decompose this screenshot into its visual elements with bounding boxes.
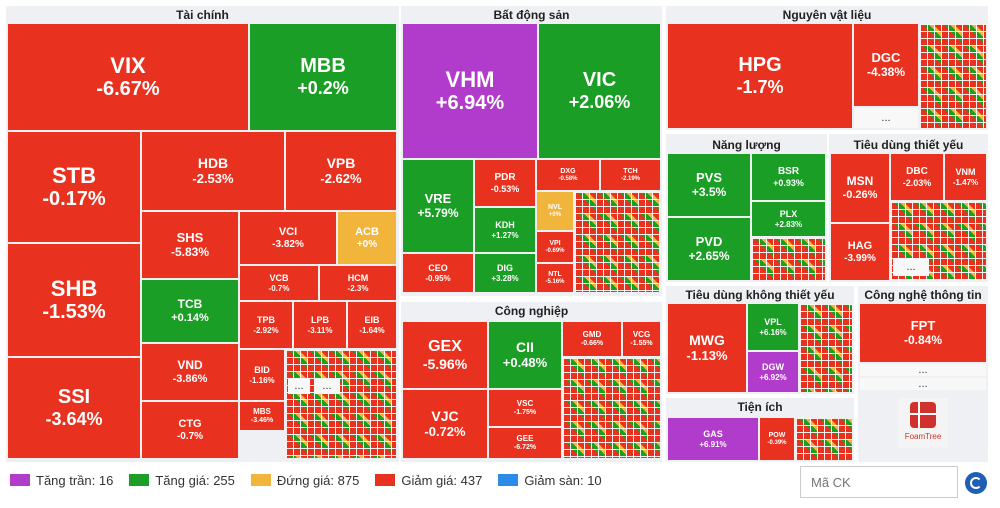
swatch-icon [10,474,30,486]
stock-tile-vnd[interactable]: VND -3.86% [142,344,238,400]
stock-tile-vix[interactable]: VIX -6.67% [8,24,248,130]
stock-tile-mbs[interactable]: MBS -3.46% [240,402,284,430]
sector-title: Tiêu dùng không thiết yếu [685,288,835,302]
foamtree-logo: FoamTree [898,398,948,448]
stock-tile-bsr[interactable]: BSR +0.93% [752,154,825,200]
stock-tile-vhm[interactable]: VHM +6.94% [403,24,537,158]
more-tiles[interactable]: ... [893,258,929,276]
legend-item-tang-tran[interactable]: Tăng trần: 16 [10,473,113,488]
stock-tile-ntl[interactable]: NTL -5.16% [537,264,573,292]
stock-tile-pvd[interactable]: PVD +2.65% [668,218,750,280]
stock-tile-hag[interactable]: HAG -3.99% [831,224,889,280]
sector-title: Tài chính [176,8,229,22]
more-tiles[interactable]: ... [854,108,918,128]
stock-tile-tch[interactable]: TCH -2.19% [601,160,660,190]
small-tiles-cong-nghiep [563,358,660,458]
stock-tile-gas[interactable]: GAS +6.91% [668,418,758,460]
legend-item-dung-gia[interactable]: Đứng giá: 875 [250,473,359,488]
more-tiles[interactable]: ... [314,378,340,394]
legend-item-tang-gia[interactable]: Tăng giá: 255 [129,473,235,488]
stock-tile-ssi[interactable]: SSI -3.64% [8,358,140,458]
stock-tile-vci[interactable]: VCI -3.82% [240,212,336,264]
stock-tile-hcm[interactable]: HCM -2.3% [320,266,396,300]
sector-title: Tiêu dùng thiết yếu [853,138,964,152]
stock-tile-bid[interactable]: BID -1.16% [240,350,284,400]
more-tiles[interactable]: ... [860,378,986,390]
stock-tile-mwg[interactable]: MWG -1.13% [668,304,746,392]
stock-tile-vre[interactable]: VRE +5.79% [403,160,473,252]
stock-tile-shb[interactable]: SHB -1.53% [8,244,140,356]
legend: Tăng trần: 16 Tăng giá: 255 Đứng giá: 87… [10,470,618,490]
stock-tile-pdr[interactable]: PDR -0.53% [475,160,535,206]
stock-tile-plx[interactable]: PLX +2.83% [752,202,825,236]
stock-tile-dgw[interactable]: DGW +6.92% [748,352,798,392]
sector-title: Năng lượng [712,138,781,152]
small-tiles-nang-luong [752,238,825,280]
stock-tile-tcb[interactable]: TCB +0.14% [142,280,238,342]
stock-tile-tpb[interactable]: TPB -2.92% [240,302,292,348]
stock-tile-ctg[interactable]: CTG -0.7% [142,402,238,458]
small-tiles-nguyen-vat-lieu [920,24,986,128]
stock-tile-pow[interactable]: POW -0.39% [760,418,794,460]
sector-title: Tiện ích [737,400,783,414]
stock-code-search-input[interactable] [800,466,958,498]
stock-tile-vic[interactable]: VIC +2.06% [539,24,660,158]
swatch-icon [129,474,150,486]
refresh-icon[interactable] [965,472,987,494]
sector-title: Nguyên vật liệu [782,8,872,22]
stock-tile-lpb[interactable]: LPB -3.11% [294,302,346,348]
stock-tile-dig[interactable]: DIG +3.28% [475,254,535,292]
stock-tile-nvl[interactable]: NVL +0% [537,192,573,230]
stock-tile-vpb[interactable]: VPB -2.62% [286,132,396,210]
stock-tile-hpg[interactable]: HPG -1.7% [668,24,852,128]
stock-tile-msn[interactable]: MSN -0.26% [831,154,889,222]
stock-tile-vnm[interactable]: VNM -1.47% [945,154,986,200]
more-tiles[interactable]: ... [860,364,986,376]
swatch-icon [375,474,396,486]
swatch-icon [250,474,271,486]
sector-title: Công nghệ thông tin [864,288,982,302]
stock-tile-dxg[interactable]: DXG -0.58% [537,160,599,190]
stock-tile-gee[interactable]: GEE -6.72% [489,428,561,458]
stock-tile-shs[interactable]: SHS -5.83% [142,212,238,278]
stock-tile-kdh[interactable]: KDH +1.27% [475,208,535,252]
stock-tile-vpl[interactable]: VPL +6.16% [748,304,798,350]
stock-tile-vsc[interactable]: VSC -1.75% [489,390,561,426]
stock-tile-dgc[interactable]: DGC -4.38% [854,24,918,106]
stock-tile-ceo[interactable]: CEO -0.95% [403,254,473,292]
sector-title: Bất động sản [493,8,570,22]
legend-item-giam-gia[interactable]: Giảm giá: 437 [375,473,482,488]
stock-tile-vcg[interactable]: VCG -1.55% [623,322,660,356]
stock-tile-gex[interactable]: GEX -5.96% [403,322,487,388]
stock-tile-fpt[interactable]: FPT -0.84% [860,304,986,362]
stock-tile-pvs[interactable]: PVS +3.5% [668,154,750,216]
stock-tile-acb[interactable]: ACB +0% [338,212,396,264]
sector-title: Công nghiệp [494,304,569,318]
small-tiles-tieu-dung-khong-thiet-yeu [800,304,852,392]
stock-tile-stb[interactable]: STB -0.17% [8,132,140,242]
stock-tile-vpi[interactable]: VPI -0.69% [537,232,573,262]
stock-tile-vcb[interactable]: VCB -0.7% [240,266,318,300]
more-tiles[interactable]: ... [288,378,310,394]
stock-tile-eib[interactable]: EIB -1.64% [348,302,396,348]
small-tiles-tien-ich [796,418,852,460]
small-tiles-tai-chinh [286,350,396,458]
stock-tile-cii[interactable]: CII +0.48% [489,322,561,388]
stock-tile-gmd[interactable]: GMD -0.66% [563,322,621,356]
stock-tile-vjc[interactable]: VJC -0.72% [403,390,487,458]
stock-tile-hdb[interactable]: HDB -2.53% [142,132,284,210]
legend-item-giam-san[interactable]: Giảm sàn: 10 [498,473,602,488]
swatch-icon [498,474,519,486]
stock-tile-dbc[interactable]: DBC -2.03% [891,154,943,200]
small-tiles-bat-dong-san [575,192,660,292]
foamtree-icon [910,402,936,428]
stock-tile-mbb[interactable]: MBB +0.2% [250,24,396,130]
